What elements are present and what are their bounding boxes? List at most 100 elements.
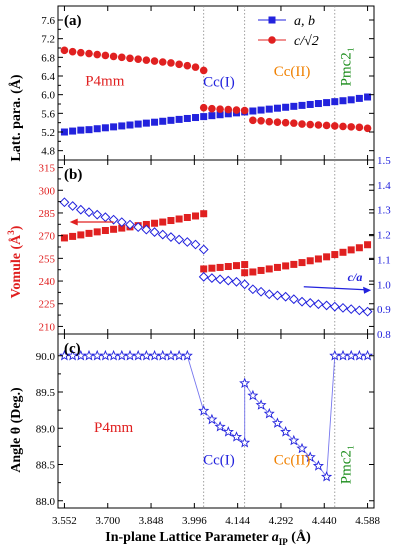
data-point-square xyxy=(175,115,183,123)
data-point-diamond xyxy=(264,289,275,300)
data-point-square xyxy=(298,259,306,267)
y-tick-label: 225 xyxy=(39,299,56,311)
data-point-star xyxy=(288,434,300,446)
data-point-circle xyxy=(224,105,233,114)
data-point-square xyxy=(224,263,232,271)
phase-label: P4mm xyxy=(85,73,125,89)
y-tick-label: 7.6 xyxy=(41,15,55,27)
data-point-square xyxy=(208,264,216,272)
panel-c-ylabel: Angle θ (Deg.) xyxy=(9,387,24,473)
panel-label: (c) xyxy=(64,341,81,357)
y-tick-label: 240 xyxy=(39,276,56,288)
data-point-square xyxy=(257,266,265,274)
phase-label: Pmc2₁ xyxy=(339,445,355,484)
data-point-square xyxy=(69,232,77,240)
data-point-diamond xyxy=(157,229,168,240)
data-point-star xyxy=(173,349,185,361)
data-point-diamond xyxy=(321,300,332,311)
data-point-square xyxy=(77,126,85,134)
y-tick-label: 270 xyxy=(39,231,56,243)
data-point-square xyxy=(167,116,175,124)
data-point-diamond xyxy=(133,222,144,233)
ca-axis-arrowhead xyxy=(363,286,372,294)
data-point-square xyxy=(339,248,347,256)
data-point-circle xyxy=(109,52,118,61)
y-tick-label: 210 xyxy=(39,321,56,333)
data-point-square xyxy=(151,118,159,126)
data-point-diamond xyxy=(215,274,226,285)
data-point-circle xyxy=(191,63,200,71)
data-point-circle xyxy=(298,120,306,128)
phase-label: Cc(I) xyxy=(203,453,235,469)
y2-tick-label: 0.8 xyxy=(377,329,391,341)
data-point-square xyxy=(224,110,232,118)
data-point-diamond xyxy=(329,301,340,312)
data-point-star xyxy=(271,417,283,428)
data-point-square xyxy=(273,263,281,271)
data-point-circle xyxy=(199,66,208,75)
data-point-star xyxy=(353,349,365,361)
data-point-diamond xyxy=(272,290,283,301)
data-point-circle xyxy=(142,56,151,64)
data-point-square xyxy=(273,104,281,112)
data-point-square xyxy=(175,215,183,223)
data-point-square xyxy=(241,261,249,269)
data-point-square xyxy=(355,244,363,252)
data-point-circle xyxy=(339,122,347,131)
data-point-square xyxy=(364,241,372,249)
y-tick-label: 6.4 xyxy=(41,71,55,83)
data-point-diamond xyxy=(100,212,111,223)
data-point-star xyxy=(140,349,152,361)
data-point-square xyxy=(192,212,200,220)
data-point-diamond xyxy=(223,275,234,286)
data-point-diamond xyxy=(305,298,316,308)
data-point-circle xyxy=(322,121,331,130)
ca-label: c/a xyxy=(348,270,363,284)
data-point-diamond xyxy=(198,271,209,282)
data-point-diamond xyxy=(92,209,103,220)
x-tick-label: 3.700 xyxy=(95,515,120,527)
data-point-square xyxy=(85,126,93,134)
data-point-square xyxy=(134,120,142,128)
y-tick-label: 5.2 xyxy=(41,127,55,139)
data-point-star xyxy=(116,349,128,361)
data-point-square xyxy=(200,210,208,218)
data-point-circle xyxy=(85,49,93,58)
data-point-square xyxy=(142,220,150,228)
volume-axis-arrowhead xyxy=(69,218,78,226)
data-point-square xyxy=(216,263,224,271)
data-point-square xyxy=(331,251,339,259)
data-point-star xyxy=(239,436,251,448)
data-point-diamond xyxy=(166,232,176,242)
phase-label: Cc(II) xyxy=(274,64,311,80)
y-tick-label: 88.5 xyxy=(36,460,56,472)
data-point-diamond xyxy=(75,204,86,215)
data-point-star xyxy=(312,460,324,471)
data-point-square xyxy=(298,101,306,109)
legend-marker-square xyxy=(268,16,276,24)
data-point-square xyxy=(159,117,167,125)
data-point-star xyxy=(304,451,316,462)
data-point-circle xyxy=(150,57,159,65)
data-point-square xyxy=(339,97,347,105)
data-point-star xyxy=(230,431,243,442)
y2-tick-label: 1.0 xyxy=(377,279,391,291)
data-point-circle xyxy=(158,58,167,66)
data-point-square xyxy=(355,94,363,102)
data-point-diamond xyxy=(67,201,78,211)
data-point-circle xyxy=(183,61,192,70)
data-point-diamond xyxy=(149,227,160,237)
y-tick-label: 6.8 xyxy=(41,52,55,64)
y-tick-label: 5.6 xyxy=(41,108,55,120)
data-point-circle xyxy=(126,54,134,63)
data-point-circle xyxy=(355,123,364,132)
x-tick-label: 4.292 xyxy=(269,515,294,527)
data-point-square xyxy=(323,99,331,107)
data-point-square xyxy=(118,122,126,130)
data-point-square xyxy=(216,111,224,119)
data-point-square xyxy=(126,121,134,129)
legend-label: c/√2 xyxy=(294,34,319,49)
data-point-square xyxy=(200,113,208,121)
y-tick-label: 90.0 xyxy=(36,351,56,363)
